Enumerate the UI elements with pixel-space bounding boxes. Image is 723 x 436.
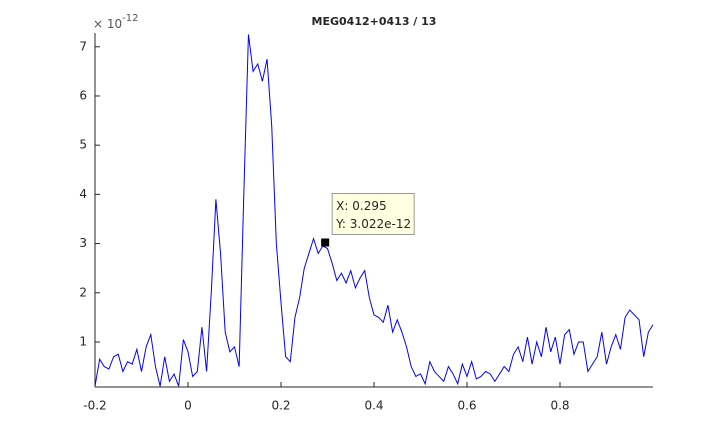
x-tick-label: 0.6 — [457, 399, 476, 413]
x-tick-label: 0.4 — [364, 399, 383, 413]
y-tick-label: 4 — [79, 187, 87, 201]
multiplier-exponent: -12 — [122, 13, 138, 24]
x-tick-label: -0.2 — [83, 399, 106, 413]
datatip-x: X: 0.295 — [336, 199, 386, 213]
multiplier-base: × 10 — [93, 17, 122, 31]
chart-title: MEG0412+0413 / 13 — [312, 15, 437, 28]
x-tick-label: 0.2 — [271, 399, 290, 413]
datatip-marker — [321, 238, 330, 247]
x-tick-label: 0 — [184, 399, 192, 413]
y-tick-label: 2 — [79, 285, 87, 299]
datatip-y: Y: 3.022e-12 — [335, 217, 411, 231]
x-tick-label: 0.8 — [550, 399, 569, 413]
y-tick-label: 5 — [79, 138, 87, 152]
y-tick-label: 6 — [79, 88, 87, 102]
y-tick-label: 3 — [79, 236, 87, 250]
y-tick-label: 7 — [79, 39, 87, 53]
datatip-box — [331, 192, 415, 235]
data-line — [94, 34, 654, 387]
y-tick-label: 1 — [79, 334, 87, 348]
y-multiplier: × 10-12 — [93, 13, 138, 31]
